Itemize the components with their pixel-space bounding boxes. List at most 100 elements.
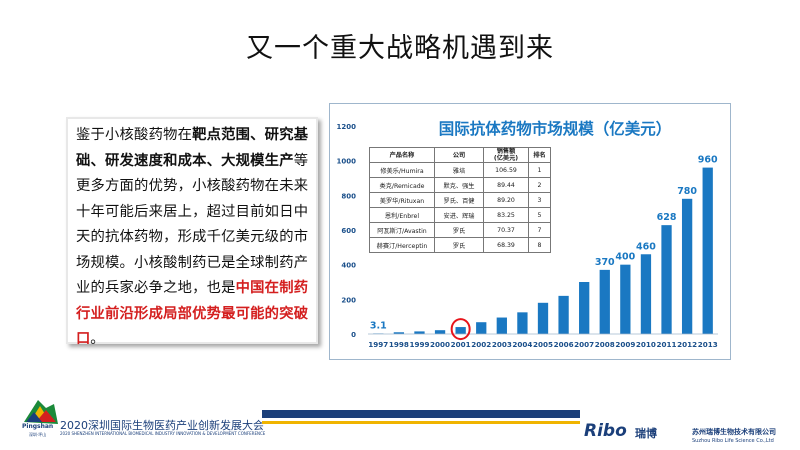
col-company: 公司 — [434, 146, 484, 164]
data-label: 780 — [677, 186, 697, 197]
data-label: 370 — [595, 257, 615, 268]
table-cell: 雅培 — [434, 162, 484, 179]
table-cell: 恩利/Enbrel — [369, 207, 435, 224]
x-tick-label: 2003 — [492, 340, 512, 349]
y-tick-label: 1000 — [337, 158, 357, 166]
table-cell: 68.39 — [483, 237, 529, 254]
x-tick-label: 2005 — [533, 340, 553, 349]
bar-2007 — [579, 282, 590, 334]
data-label: 3.1 — [370, 320, 387, 331]
table-cell: 修美乐/Humira — [369, 162, 435, 179]
y-axis: 0 200 400 600 800 1000 1200 — [337, 123, 357, 339]
ribo-cn-logo: 瑞博 — [635, 427, 657, 440]
bar-2002 — [476, 322, 487, 334]
bar-2011 — [661, 225, 672, 334]
antibody-sales-table: 产品名称 公司 销售额 (亿美元) 排名 修美乐/Humira 雅培 106.59 1 类… — [369, 146, 551, 254]
bar-chart: 国际抗体药物市场规模（亿美元） 0 200 400 600 800 1000 1200 19… — [337, 119, 718, 349]
table-cell: 赫赛汀/Herceptin — [369, 237, 435, 254]
x-tick-label: 2007 — [574, 340, 594, 349]
table-cell: 罗氏 — [434, 237, 484, 254]
table-cell: 美罗华/Rituxan — [369, 192, 435, 209]
data-label: 460 — [636, 241, 656, 252]
bar-2008 — [599, 269, 610, 334]
x-tick-label: 2008 — [595, 340, 615, 349]
bar-2010 — [640, 254, 652, 334]
data-label: 400 — [615, 252, 635, 263]
y-tick-label: 0 — [351, 331, 356, 339]
conference-name: 2020深圳国际生物医药产业创新发展大会 — [60, 419, 264, 432]
x-tick-label: 2009 — [615, 340, 635, 349]
x-tick-label: 2012 — [677, 340, 697, 349]
table-cell: 默克、强生 — [434, 177, 484, 194]
table-row: 修美乐/Humira 雅培 106.59 1 — [369, 162, 551, 179]
y-tick-label: 1200 — [337, 123, 357, 131]
chart-title: 国际抗体药物市场规模（亿美元） — [439, 119, 672, 138]
highlight-circle — [450, 318, 471, 341]
x-tick-label: 2002 — [471, 340, 491, 349]
table-cell: 3 — [528, 192, 551, 209]
table-cell: 类克/Remicade — [369, 177, 435, 194]
footer-bar-yellow — [262, 421, 580, 424]
col-product: 产品名称 — [369, 146, 435, 164]
x-tick-label: 2006 — [554, 340, 574, 349]
x-tick-label: 1999 — [409, 340, 429, 349]
para-bold-1: 靶点范围、研究基础、研发速度和成本、大规模生产 — [76, 127, 309, 169]
footer-bar-blue — [262, 410, 580, 418]
x-tick-label: 1997 — [368, 340, 388, 349]
para-part-2: 等更多方面的优势，小核酸药物在未来十年可能后来居上，超过目前如日中天的抗体药物，… — [76, 152, 308, 297]
company-name-cn: 苏州瑞博生物技术有限公司 — [692, 428, 776, 436]
table-cell: 83.25 — [483, 207, 529, 224]
table-cell: 阿瓦斯汀/Avastin — [369, 222, 435, 239]
ribo-logo: Ribo — [584, 421, 627, 441]
para-end: 。 — [90, 331, 105, 347]
table-row: 类克/Remicade 默克、强生 89.44 2 — [369, 177, 551, 194]
table-cell: 89.44 — [483, 177, 529, 194]
company-name-en: Suzhou Ribo Life Science Co.,Ltd — [692, 438, 774, 444]
x-tick-label: 2010 — [636, 340, 656, 349]
bar-1998 — [393, 332, 405, 334]
table-cell: 罗氏 — [434, 222, 484, 239]
table-row: 赫赛汀/Herceptin 罗氏 68.39 8 — [369, 237, 551, 254]
y-tick-label: 400 — [341, 262, 356, 270]
x-axis: 1997 1998 1999 2000 2001 2002 2003 2004 2005 2006… — [368, 333, 718, 349]
table-cell: 5 — [528, 207, 551, 224]
y-tick-label: 200 — [341, 296, 356, 304]
x-tick-label: 2001 — [451, 340, 471, 349]
col-rank: 排名 — [528, 146, 551, 164]
table-cell: 89.20 — [483, 192, 529, 209]
bar-2012 — [681, 198, 693, 334]
pingshan-cn-label: 深圳·坪山 — [29, 432, 47, 437]
table-cell: 2 — [528, 177, 551, 194]
table-header-row: 产品名称 公司 销售额 (亿美元) 排名 — [369, 146, 551, 164]
body-paragraph: 鉴于小核酸药物在靶点范围、研究基础、研发速度和成本、大规模生产等更多方面的优势，… — [76, 123, 308, 353]
text-box: 鉴于小核酸药物在靶点范围、研究基础、研发速度和成本、大规模生产等更多方面的优势，… — [66, 117, 318, 347]
x-tick-label: 2013 — [698, 340, 718, 349]
para-red-highlight: 中国在制药行业前沿形成局部优势最可能的突破口 — [76, 280, 309, 347]
bar-2009 — [620, 264, 631, 334]
bar-2000 — [434, 330, 446, 334]
table-cell: 106.59 — [483, 162, 529, 179]
y-tick-label: 800 — [341, 192, 356, 200]
data-label: 628 — [657, 212, 677, 223]
para-part-1: 鉴于小核酸药物在 — [76, 127, 193, 143]
bar-1999 — [414, 331, 425, 334]
col-sales: 销售额 (亿美元) — [483, 146, 529, 164]
y-tick-label: 600 — [341, 227, 356, 235]
table-cell: 安进、辉瑞 — [434, 207, 484, 224]
col-sales-line2: (亿美元) — [493, 155, 519, 163]
table-cell: 70.37 — [483, 222, 529, 239]
table-cell: 1 — [528, 162, 551, 179]
x-tick-label: 2004 — [512, 340, 532, 349]
x-tick-label: 2011 — [657, 340, 677, 349]
pingshan-logo-icon — [24, 400, 58, 424]
bar-2013 — [702, 167, 713, 334]
bar-2003 — [496, 317, 507, 334]
table-cell: 8 — [528, 237, 551, 254]
bar-2001 — [455, 327, 466, 334]
conference-name-en: 2020 SHENZHEN INTERNATIONAL BIOMEDICAL I… — [60, 431, 266, 436]
table-row: 美罗华/Rituxan 罗氏、百健 89.20 3 — [369, 192, 551, 209]
x-tick-label: 2000 — [430, 340, 450, 349]
col-sales-line1: 销售额 — [496, 148, 516, 155]
bar-2006 — [558, 295, 569, 334]
